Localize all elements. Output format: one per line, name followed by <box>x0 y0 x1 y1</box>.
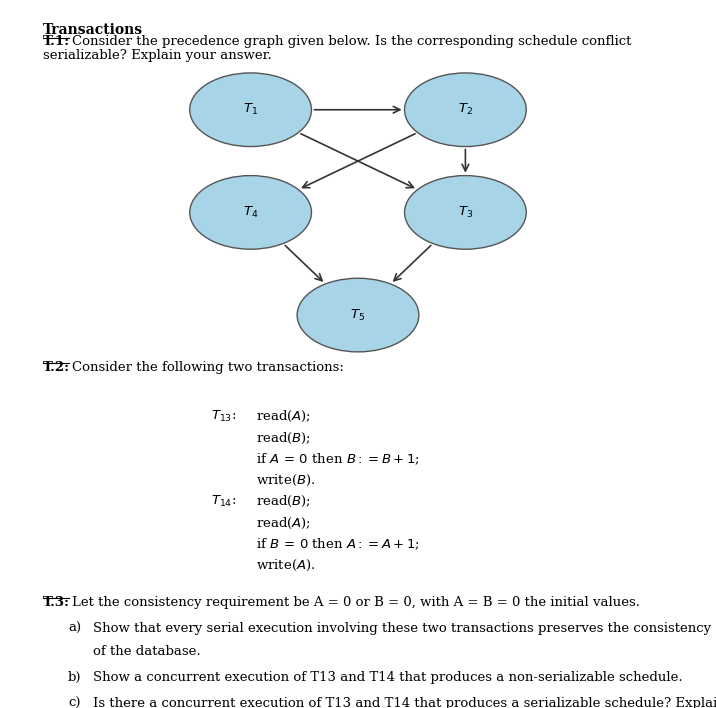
Text: $T_5$: $T_5$ <box>350 307 366 323</box>
Text: Is there a concurrent execution of T13 and T14 that produces a serializable sche: Is there a concurrent execution of T13 a… <box>93 697 716 708</box>
Text: read($B$);: read($B$); <box>256 430 311 445</box>
Ellipse shape <box>190 176 311 249</box>
Text: $T_4$: $T_4$ <box>243 205 258 220</box>
Text: Show a concurrent execution of T13 and T14 that produces a non-serializable sche: Show a concurrent execution of T13 and T… <box>93 671 682 684</box>
Text: T.1:: T.1: <box>43 35 70 48</box>
Text: $T_1$: $T_1$ <box>243 102 258 118</box>
Text: of the database.: of the database. <box>93 645 200 658</box>
Ellipse shape <box>297 278 419 352</box>
Text: a): a) <box>68 622 81 635</box>
Ellipse shape <box>190 73 311 147</box>
Text: $T_3$: $T_3$ <box>458 205 473 220</box>
Text: write($A$).: write($A$). <box>256 558 316 573</box>
Text: Consider the following two transactions:: Consider the following two transactions: <box>72 361 344 374</box>
Ellipse shape <box>405 73 526 147</box>
Text: $T_2$: $T_2$ <box>458 102 473 118</box>
Text: Show that every serial execution involving these two transactions preserves the : Show that every serial execution involvi… <box>93 622 711 635</box>
Text: c): c) <box>68 697 80 708</box>
Text: T.2:: T.2: <box>43 361 70 374</box>
Text: if $A\,=\,0$ then $B:=B+1$;: if $A\,=\,0$ then $B:=B+1$; <box>256 452 420 467</box>
Ellipse shape <box>405 176 526 249</box>
Text: read($A$);: read($A$); <box>256 409 311 424</box>
Text: T.3:: T.3: <box>43 596 70 609</box>
Text: Consider the precedence graph given below. Is the corresponding schedule conflic: Consider the precedence graph given belo… <box>72 35 631 48</box>
Text: read($A$);: read($A$); <box>256 515 311 530</box>
Text: Let the consistency requirement be A = 0 or B = 0, with A = B = 0 the initial va: Let the consistency requirement be A = 0… <box>72 596 639 609</box>
Text: $T_{14}$:: $T_{14}$: <box>211 494 236 509</box>
Text: serializable? Explain your answer.: serializable? Explain your answer. <box>43 49 271 62</box>
Text: $T_{13}$:: $T_{13}$: <box>211 409 236 424</box>
Text: read($B$);: read($B$); <box>256 494 311 509</box>
Text: b): b) <box>68 671 82 684</box>
Text: Transactions: Transactions <box>43 23 143 37</box>
Text: write($B$).: write($B$). <box>256 473 316 488</box>
Text: if $B\,=\,0$ then $A:=A+1$;: if $B\,=\,0$ then $A:=A+1$; <box>256 537 420 552</box>
